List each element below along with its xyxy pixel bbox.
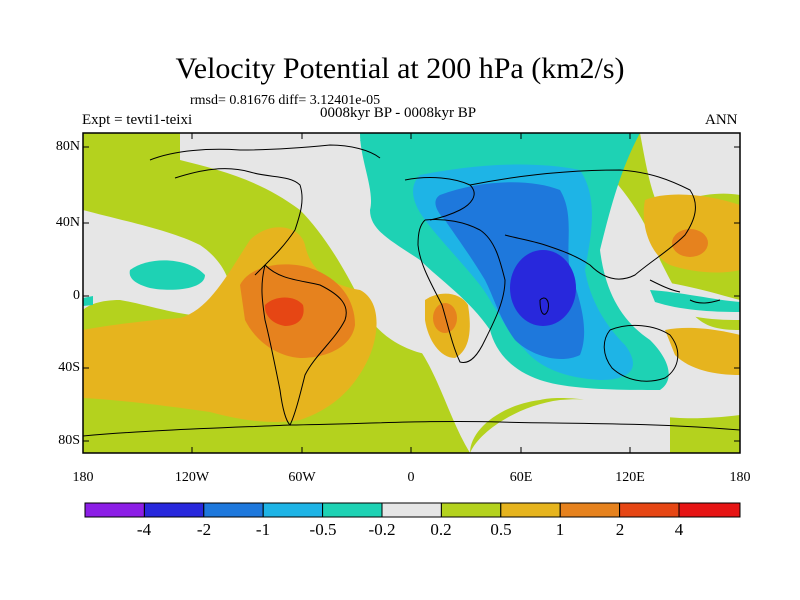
colorbar-box [500, 502, 561, 518]
field-red-sam [264, 297, 304, 326]
coast-australia [603, 325, 679, 382]
colorbar-box [440, 502, 502, 518]
season-label: ANN [705, 112, 738, 128]
colorbar-box [84, 502, 145, 518]
colorbar-box [619, 502, 680, 518]
colorbar-label: -1 [255, 520, 271, 539]
coast-antarctica [83, 420, 740, 437]
colorbar-label: 4 [674, 520, 684, 539]
field-darkblue [510, 250, 576, 326]
field-gold-aus [665, 327, 740, 375]
colorbar-label: -0.2 [368, 520, 396, 539]
coast-madagascar [539, 297, 549, 315]
experiment-label: Expt = tevti1-teixi [82, 112, 193, 128]
y-label-80n: 80N [55, 139, 80, 154]
colorbar-label: 0.2 [430, 520, 452, 539]
field-orange-africa [433, 303, 457, 333]
field-teal-cap [360, 133, 420, 152]
colorbar-box [203, 502, 264, 518]
coast-europe [404, 177, 475, 221]
y-axis-ticks [83, 146, 740, 442]
coast-north-america [174, 168, 303, 276]
x-label-120e: 120E [615, 470, 645, 485]
x-label-0: 0 [407, 470, 415, 485]
coast-south-america [261, 264, 347, 426]
field-teal-npac [129, 260, 205, 290]
colorbar-label: 1 [555, 520, 565, 539]
x-axis-ticks [82, 133, 741, 453]
colorbar [84, 502, 741, 518]
colorbar-box [559, 502, 621, 518]
field-teal-wpac [650, 290, 740, 312]
colorbar-box [678, 502, 741, 518]
y-label-80s: 80S [58, 433, 80, 448]
coast-asia [469, 169, 696, 280]
colorbar-label: 2 [615, 520, 625, 539]
y-label-40s: 40S [58, 360, 80, 375]
y-label-0: 0 [73, 288, 80, 303]
x-label-60w: 60W [288, 470, 316, 485]
stats-line: rmsd= 0.81676 diff= 3.12401e-05 [190, 93, 381, 108]
x-label-120w: 120W [174, 470, 210, 485]
colorbar-label: -2 [196, 520, 212, 539]
coastlines [83, 144, 740, 437]
colorbar-box [322, 502, 383, 518]
x-label-60e: 60E [509, 470, 533, 485]
x-label-180w: 180 [72, 470, 94, 485]
coast-arctic-america [149, 144, 381, 161]
coast-indonesia [649, 279, 721, 304]
plot-title: Velocity Potential at 200 hPa (km2/s) [175, 52, 625, 85]
coast-africa [417, 219, 506, 364]
field-grey-arctic [640, 133, 740, 210]
field-teal-edge [83, 296, 93, 306]
plot-subtitle: 0008kyr BP - 0008kyr BP [320, 105, 477, 121]
colorbar-label: -0.5 [309, 520, 337, 539]
colorbar-box [143, 502, 205, 518]
colorbar-box [262, 502, 324, 518]
contour-field [83, 133, 740, 453]
field-orange-asia [672, 229, 708, 257]
field-grey-south [470, 399, 670, 453]
colorbar-label: -4 [136, 520, 152, 539]
x-label-180e: 180 [729, 470, 751, 485]
y-label-40n: 40N [55, 215, 80, 230]
colorbar-label: 0.5 [490, 520, 512, 539]
colorbar-box [381, 502, 442, 518]
